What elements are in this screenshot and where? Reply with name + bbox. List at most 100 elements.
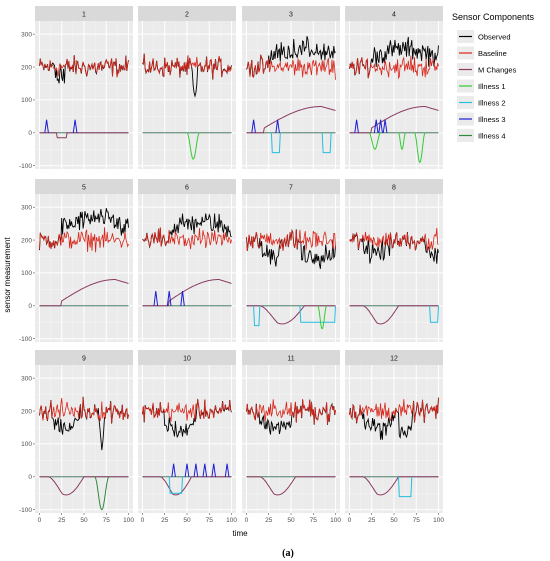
y-tick-label: 300	[21, 31, 32, 38]
facet-panel-12: 12 0 25 50 75 100	[345, 350, 444, 524]
y-tick-label: 0	[28, 474, 32, 481]
facet-panel-10: 100 25 50 75 100	[138, 350, 237, 524]
x-tick-label: 50	[390, 517, 398, 524]
series-illness-1-dip	[317, 305, 328, 330]
series-illness-4-dip	[94, 476, 110, 511]
facet-panel-4: 4	[345, 6, 443, 169]
y-tick-label: 100	[21, 97, 32, 104]
series-baseline	[246, 229, 336, 252]
legend-entry-label: Illness 4	[478, 132, 506, 141]
x-tick-label: 25	[58, 517, 66, 524]
series-m-changes	[39, 132, 129, 139]
y-tick-label: 200	[21, 237, 32, 244]
x-tick-label: 100	[433, 517, 444, 524]
series-m-changes	[349, 305, 439, 325]
x-tick-label: 50	[80, 517, 88, 524]
x-tick-label: 100	[123, 517, 134, 524]
facet-strip-label: 3	[289, 12, 293, 19]
x-tick-label: 75	[103, 517, 111, 524]
series-m-changes	[142, 476, 232, 496]
facet-strip	[242, 6, 340, 21]
series-m-changes	[349, 106, 439, 134]
facet-panel-6: 6	[138, 179, 236, 342]
x-tick-label: 50	[183, 517, 191, 524]
figure-caption: (a)	[282, 548, 294, 559]
x-tick-label: 25	[368, 517, 376, 524]
series-baseline	[349, 397, 439, 423]
facet-panel-9: 9 -100 0 100 200 300 0 25 50 75 100	[19, 350, 134, 524]
y-tick-label: -100	[19, 507, 32, 514]
series-m-changes	[39, 279, 129, 307]
facet-strip	[138, 350, 236, 365]
facet-strip	[345, 350, 443, 365]
legend-entry-label: Observed	[478, 33, 511, 42]
legend-entry-label: Illness 2	[478, 99, 506, 108]
facet-strip	[242, 350, 340, 365]
y-tick-label: 100	[21, 270, 32, 277]
series-illness-2-box	[299, 305, 336, 323]
y-tick-label: -100	[19, 336, 32, 343]
x-tick-label: 0	[245, 517, 249, 524]
axes-labels: time sensor measurement	[3, 237, 248, 538]
facet-strip	[35, 6, 133, 21]
x-tick-label: 25	[265, 517, 273, 524]
legend-entry-label: Illness 1	[478, 82, 506, 91]
facet-strip-label: 11	[287, 356, 294, 363]
gridlines	[242, 365, 340, 513]
x-tick-label: 0	[38, 517, 42, 524]
facet-strip	[35, 350, 133, 365]
x-tick-label: 75	[310, 517, 318, 524]
series-illness-1-dip	[398, 132, 406, 151]
y-tick-label: 0	[28, 303, 32, 310]
y-tick-label: 300	[21, 375, 32, 382]
series-illness-3-spike	[193, 463, 199, 477]
facet-strip-label: 9	[82, 356, 86, 363]
facet-strip	[345, 179, 443, 194]
facet-panel-1: 1 -100 0 100 200 300	[19, 6, 133, 170]
legend-entry-label: Baseline	[478, 49, 507, 58]
series-m-changes	[246, 106, 336, 134]
y-tick-label: 0	[28, 130, 32, 137]
facet-panel-8: 8	[345, 179, 443, 342]
series-illness-3-spike	[378, 119, 383, 133]
series-baseline	[142, 227, 232, 250]
y-tick-label: 100	[21, 441, 32, 448]
series-m-changes	[349, 476, 439, 496]
facet-strip-label: 2	[185, 12, 189, 19]
series-m-changes	[246, 305, 336, 325]
y-tick-label: 300	[21, 204, 32, 211]
y-tick-label: 200	[21, 64, 32, 71]
x-tick-label: 75	[206, 517, 214, 524]
series-baseline	[246, 399, 336, 425]
series-illness-2-box	[270, 132, 281, 154]
x-axis-title: time	[232, 529, 248, 538]
gridlines	[138, 21, 236, 169]
facet-strip-label: 12	[390, 356, 398, 363]
legend-entry-label: Illness 3	[478, 115, 506, 124]
facet-strip-label: 7	[289, 185, 293, 192]
facet-strip	[138, 179, 236, 194]
series-illness-1-dip	[368, 132, 381, 150]
series-baseline	[142, 398, 232, 422]
series-illness-3-spike	[382, 119, 388, 133]
x-tick-label: 0	[348, 517, 352, 524]
x-tick-label: 75	[413, 517, 421, 524]
legend: Sensor Components Observed Baseline M Chan…	[452, 12, 535, 142]
series-illness-3-spike	[211, 463, 216, 477]
series-illness-2-box	[429, 305, 439, 323]
y-axis-title: sensor measurement	[3, 237, 12, 313]
series-m-changes	[39, 476, 129, 496]
series-illness-1-dip	[186, 132, 200, 160]
series-illness-3-spike	[171, 463, 176, 477]
series-illness-3-spike	[373, 119, 379, 133]
y-tick-label: 200	[21, 408, 32, 415]
series-baseline	[349, 227, 439, 251]
series-illness-3-spike	[44, 119, 49, 133]
series-illness-3-spike	[166, 290, 172, 306]
facet-strip	[35, 179, 133, 194]
x-tick-label: 100	[226, 517, 237, 524]
facet-strip-label: 5	[82, 185, 86, 192]
x-tick-label: 50	[287, 517, 295, 524]
